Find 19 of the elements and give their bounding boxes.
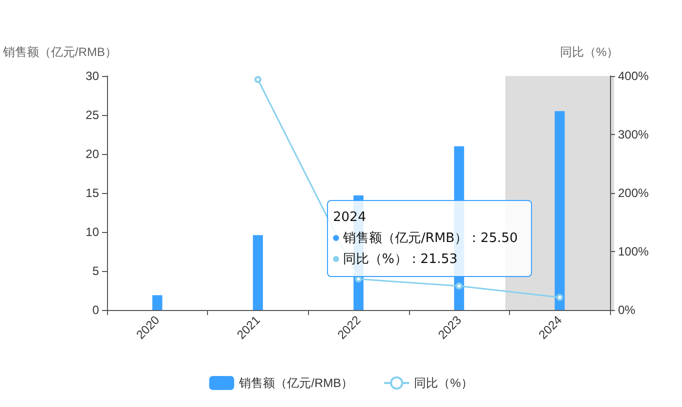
y-tick-label: 0	[92, 303, 100, 317]
legend-label: 销售额（亿元/RMB）	[238, 376, 354, 390]
annotation: 同比（%）：21.53	[342, 251, 459, 269]
y2-tick-label: 0%	[618, 303, 636, 317]
y-axis-title: 销售额（亿元/RMB）	[2, 45, 117, 59]
y-tick-label: 20	[86, 147, 100, 161]
y-tick-label: 25	[86, 108, 100, 122]
y-tick-label: 30	[86, 69, 100, 83]
y-tick-label: 15	[86, 186, 100, 200]
y2-axis-title: 同比（%）	[560, 45, 619, 59]
y2-tick-label: 200%	[618, 186, 650, 200]
y2-tick-label: 400%	[618, 69, 650, 83]
annotation: 销售额（亿元/RMB）：25.50	[342, 230, 519, 248]
annotation: 2024	[333, 209, 368, 227]
y2-tick-label: 300%	[618, 128, 650, 142]
legend-label: 同比（%）	[414, 376, 473, 390]
y-tick-label: 10	[86, 225, 100, 239]
y2-tick-label: 100%	[618, 244, 650, 258]
y-tick-label: 5	[92, 264, 100, 278]
